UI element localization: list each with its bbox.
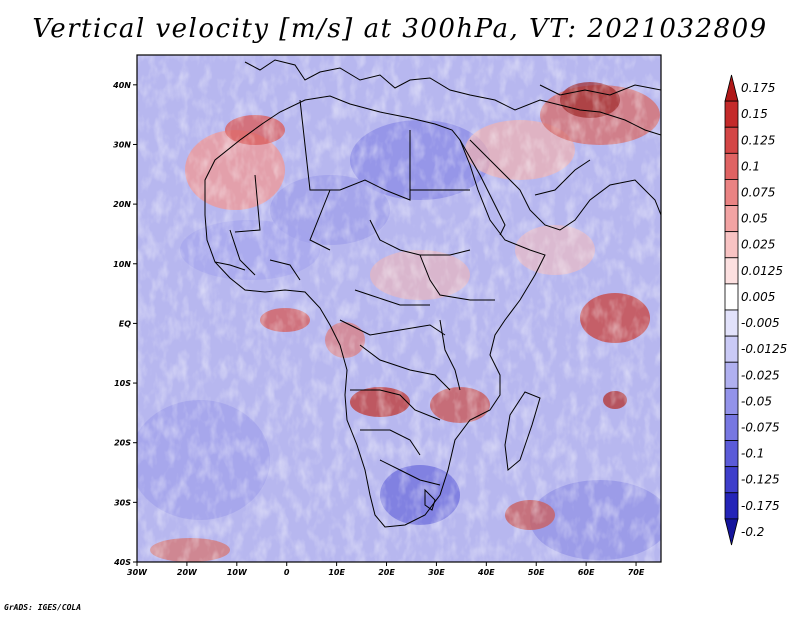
colorbar-swatch	[724, 492, 739, 520]
lat-tick-label: 40N	[112, 81, 131, 90]
lon-tick-label: 0	[284, 568, 290, 577]
latitude-axis: 40N 30N 20N 10N EQ 10S 20S 30S 40S	[112, 81, 137, 567]
colorbar-label: 0.025	[741, 238, 775, 252]
lon-tick-label: 70E	[628, 568, 645, 577]
colorbar-label: 0.0125	[741, 264, 783, 278]
lat-tick-label: 10N	[113, 260, 131, 269]
colorbar-swatch	[724, 283, 739, 311]
colorbar-label: -0.05	[741, 394, 772, 408]
longitude-axis: 30W 20W 10W 0 10E 20E 30E 40E 50E 60E 70E	[127, 562, 645, 577]
colorbar-label: -0.1	[741, 447, 764, 461]
colorbar-swatch	[724, 231, 739, 259]
lat-tick-label: 30S	[114, 498, 131, 507]
colorbar-label: -0.175	[741, 499, 780, 513]
colorbar-swatch	[724, 466, 739, 494]
lat-tick-label: 40S	[113, 558, 131, 567]
colorbar-swatch	[724, 414, 739, 441]
lon-tick-label: 60E	[578, 568, 595, 577]
colorbar-label: -0.125	[741, 473, 780, 487]
colorbar: 0.175 0.15 0.125 0.1 0.075 0.05 0.025 0.0125 0.0…	[724, 74, 787, 546]
colorbar-swatch	[724, 518, 739, 546]
lon-tick-label: 30E	[428, 568, 445, 577]
colorbar-swatch	[724, 74, 739, 102]
colorbar-label: 0.125	[741, 133, 775, 147]
velocity-field	[137, 55, 661, 562]
colorbar-label: 0.1	[741, 159, 760, 173]
chart-title: Vertical velocity [m/s] at 300hPa, VT: 2…	[32, 14, 768, 44]
colorbar-label: -0.025	[741, 368, 780, 382]
lon-tick-label: 40E	[477, 568, 495, 577]
colorbar-label: 0.075	[741, 186, 775, 200]
lon-tick-label: 20E	[378, 568, 395, 577]
colorbar-label: -0.0125	[741, 342, 787, 356]
colorbar-swatch	[724, 152, 739, 180]
colorbar-swatch	[724, 179, 739, 206]
map-frame	[136, 54, 662, 563]
colorbar-label: -0.075	[741, 421, 780, 435]
colorbar-swatch	[724, 335, 739, 363]
colorbar-swatch	[724, 309, 739, 337]
lat-tick-label: 20S	[114, 439, 131, 448]
footer-credit: GrADS: IGES/COLA	[4, 603, 82, 612]
colorbar-swatch	[724, 205, 739, 233]
colorbar-label: 0.15	[741, 107, 768, 121]
lon-tick-label: 30W	[127, 568, 148, 577]
colorbar-label: 0.005	[741, 290, 775, 304]
colorbar-label: 0.175	[741, 81, 775, 95]
colorbar-swatch	[724, 126, 739, 154]
colorbar-swatch	[724, 361, 739, 389]
lon-tick-label: 20W	[177, 568, 198, 577]
colorbar-label: 0.05	[741, 212, 768, 226]
lat-tick-label: 20N	[113, 200, 131, 209]
lat-tick-label: 10S	[114, 379, 131, 388]
lon-tick-label: 50E	[528, 568, 545, 577]
coastlines	[204, 59, 661, 528]
colorbar-swatch	[724, 440, 739, 468]
lat-tick-label: 30N	[113, 140, 131, 149]
colorbar-swatch	[724, 387, 739, 415]
colorbar-swatch	[724, 100, 739, 128]
colorbar-label: -0.005	[741, 316, 780, 330]
colorbar-swatch	[724, 257, 739, 285]
colorbar-label: -0.2	[741, 525, 764, 539]
lon-tick-label: 10W	[227, 568, 248, 577]
lon-tick-label: 10E	[328, 568, 345, 577]
lat-tick-label: EQ	[119, 319, 131, 328]
